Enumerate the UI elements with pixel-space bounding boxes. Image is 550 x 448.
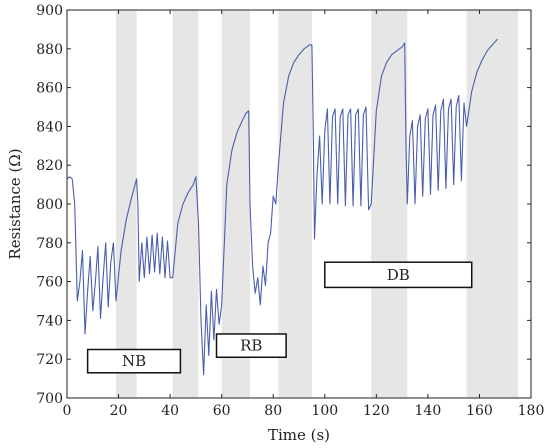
x-tick-label: 140 [415, 403, 442, 419]
x-tick-label: 60 [213, 403, 231, 419]
y-axis-label: Resistance (Ω) [6, 148, 24, 259]
y-tick-label: 820 [36, 158, 63, 174]
x-axis-ticks: 0 20 40 60 80 100 120 140 160 180 [63, 10, 545, 419]
y-tick-label: 700 [36, 391, 63, 407]
y-tick-label: 720 [36, 352, 63, 368]
y-tick-label: 900 [36, 3, 63, 19]
annotation-box-rb [215, 333, 287, 359]
y-tick-label: 800 [36, 197, 63, 213]
x-tick-label: 40 [161, 403, 179, 419]
y-tick-label: 880 [36, 42, 63, 58]
annotation-box-db [324, 261, 473, 289]
annotation-box-nb [86, 348, 182, 374]
x-tick-label: 20 [110, 403, 128, 419]
shaded-band-5 [466, 10, 519, 398]
annotation-label-rb: RB [240, 337, 262, 355]
x-axis-label: Time (s) [268, 426, 330, 444]
shaded-band-0 [115, 10, 137, 398]
shaded-band-1 [172, 10, 199, 398]
series-line-0 [66, 38, 498, 376]
shaded-bands [115, 10, 519, 398]
x-tick-label: 80 [264, 403, 282, 419]
x-tick-label: 100 [311, 403, 338, 419]
y-tick-label: 760 [36, 275, 63, 291]
y-tick-label: 780 [36, 236, 63, 252]
annotation-label-nb: NB [122, 352, 146, 370]
annotation-label-db: DB [387, 266, 410, 284]
shaded-band-4 [371, 10, 408, 398]
x-tick-label: 0 [63, 403, 72, 419]
x-tick-label: 160 [466, 403, 493, 419]
y-axis-ticks: 700 720 740 760 780 800 820 840 860 880 900 [36, 3, 531, 407]
y-tick-label: 860 [36, 81, 63, 97]
y-tick-label: 740 [36, 313, 63, 329]
x-tick-label: 120 [363, 403, 390, 419]
series-layer [66, 38, 498, 376]
y-tick-label: 840 [36, 119, 63, 135]
x-tick-label: 180 [518, 403, 545, 419]
annotation-layer: NB RB DB [86, 261, 473, 374]
